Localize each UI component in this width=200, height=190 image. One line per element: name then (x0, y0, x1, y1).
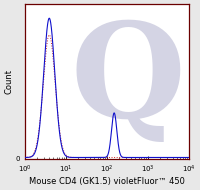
X-axis label: Mouse CD4 (GK1.5) violetFluor™ 450: Mouse CD4 (GK1.5) violetFluor™ 450 (29, 177, 185, 186)
Y-axis label: Count: Count (4, 69, 13, 94)
Text: Q: Q (71, 17, 186, 146)
